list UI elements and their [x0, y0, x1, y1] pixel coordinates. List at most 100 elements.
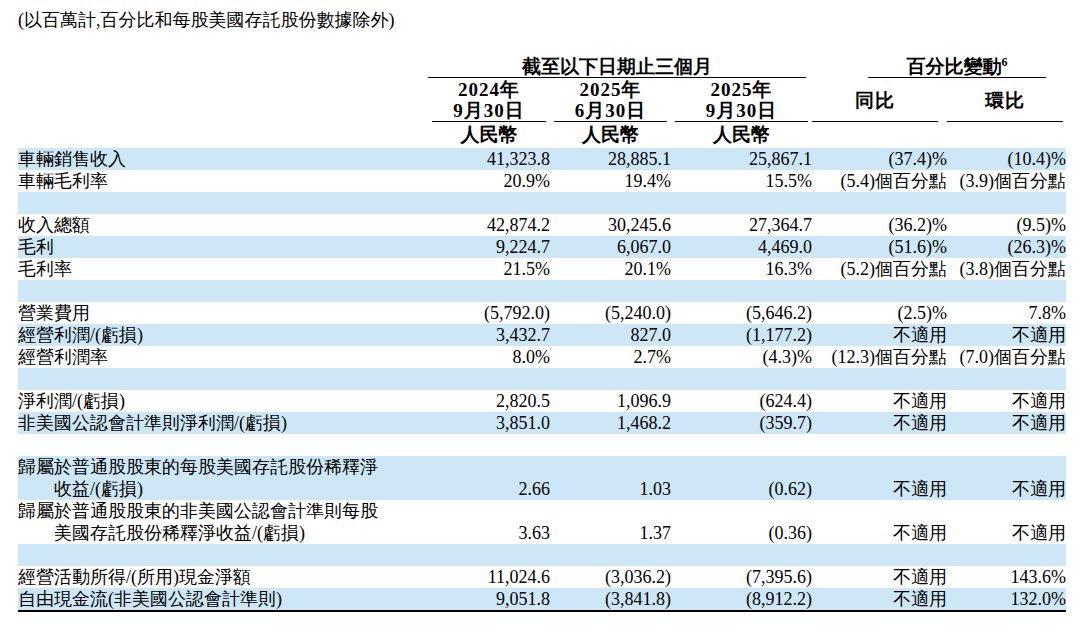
col-header-2025-09-30: 2025年 9月30日: [671, 78, 812, 122]
spacer-cell: [18, 544, 1066, 566]
value-cell: (5,646.2): [671, 302, 812, 324]
table-row: 歸屬於普通股股東的非美國公認會計準則每股美國存託股份稀釋淨收益/(虧損)3.63…: [18, 500, 1066, 544]
value-cell: (0.36): [671, 500, 812, 544]
group-header-spacer: [18, 52, 428, 78]
value-cell: (5,240.0): [550, 302, 671, 324]
value-cell: 21.5%: [428, 258, 550, 280]
row-label: 淨利潤/(虧損): [18, 390, 428, 412]
value-cell: 不適用: [947, 324, 1066, 346]
group-header-row: 截至以下日期止三個月 百分比變動6: [18, 52, 1066, 78]
row-label: 收入總額: [18, 214, 428, 236]
row-label: 經營利潤率: [18, 346, 428, 368]
value-cell: (4.3)%: [671, 346, 812, 368]
value-cell: 1.37: [550, 500, 671, 544]
financial-results-table: 截至以下日期止三個月 百分比變動6 2024年 9月30日: [18, 52, 1066, 612]
value-cell: (0.62): [671, 456, 812, 500]
row-label: 車輛銷售收入: [18, 148, 428, 170]
table-row: 經營利潤/(虧損)3,432.7827.0(1,177.2)不適用不適用: [18, 324, 1066, 346]
currency-spacer: [18, 122, 428, 148]
value-cell: 20.1%: [550, 258, 671, 280]
value-cell: (5,792.0): [428, 302, 550, 324]
value-cell: (51.6)%: [812, 236, 947, 258]
col-date: 9月30日: [675, 100, 808, 121]
table-row: 營業費用(5,792.0)(5,240.0)(5,646.2)(2.5)%7.8…: [18, 302, 1066, 324]
currency-label: 人民幣: [428, 122, 550, 148]
value-cell: (7,395.6): [671, 566, 812, 588]
value-cell: (5.4)個百分點: [812, 170, 947, 192]
row-label: 經營利潤/(虧損): [18, 324, 428, 346]
value-cell: (12.3)個百分點: [812, 346, 947, 368]
value-cell: 不適用: [812, 566, 947, 588]
value-cell: 不適用: [812, 500, 947, 544]
value-cell: 11,024.6: [428, 566, 550, 588]
value-cell: 1,096.9: [550, 390, 671, 412]
value-cell: 不適用: [812, 390, 947, 412]
value-cell: 不適用: [947, 412, 1066, 434]
row-label: 歸屬於普通股股東的非美國公認會計準則每股美國存託股份稀釋淨收益/(虧損): [18, 500, 428, 544]
currency-label: 人民幣: [671, 122, 812, 148]
table-row: 車輛毛利率20.9%19.4%15.5%(5.4)個百分點(3.9)個百分點: [18, 170, 1066, 192]
value-cell: 不適用: [812, 456, 947, 500]
value-cell: 不適用: [947, 456, 1066, 500]
value-cell: 42,874.2: [428, 214, 550, 236]
spacer-cell: [18, 368, 1066, 390]
table-row: 車輛銷售收入41,323.828,885.125,867.1(37.4)%(10…: [18, 148, 1066, 170]
value-cell: 1,468.2: [550, 412, 671, 434]
row-label: 毛利率: [18, 258, 428, 280]
units-note: (以百萬計,百分比和每股美國存託股份數據除外): [18, 8, 1066, 32]
row-label-line2: 收益/(虧損): [18, 478, 428, 500]
value-cell: 2,820.5: [428, 390, 550, 412]
row-label-line1: 歸屬於普通股股東的每股美國存託股份稀釋淨: [18, 456, 428, 478]
value-cell: 132.0%: [947, 588, 1066, 611]
value-cell: 28,885.1: [550, 148, 671, 170]
value-cell: (3,841.8): [550, 588, 671, 611]
value-cell: 3,432.7: [428, 324, 550, 346]
row-label: 自由現金流(非美國公認會計準則): [18, 588, 428, 611]
value-cell: (37.4)%: [812, 148, 947, 170]
value-cell: 3,851.0: [428, 412, 550, 434]
row-label: 營業費用: [18, 302, 428, 324]
table-row: 非美國公認會計準則淨利潤/(虧損)3,851.01,468.2(359.7)不適…: [18, 412, 1066, 434]
value-cell: 7.8%: [947, 302, 1066, 324]
value-cell: 30,245.6: [550, 214, 671, 236]
table-body: 車輛銷售收入41,323.828,885.125,867.1(37.4)%(10…: [18, 148, 1066, 611]
value-cell: 8.0%: [428, 346, 550, 368]
value-cell: 143.6%: [947, 566, 1066, 588]
spacer-row: [18, 192, 1066, 214]
value-cell: (7.0)個百分點: [947, 346, 1066, 368]
value-cell: (2.5)%: [812, 302, 947, 324]
value-cell: 9,051.8: [428, 588, 550, 611]
date-header-row: 2024年 9月30日 2025年 6月30日 2025年 9月30日: [18, 78, 1066, 122]
value-cell: 15.5%: [671, 170, 812, 192]
spacer-cell: [18, 192, 1066, 214]
table-row: 歸屬於普通股股東的每股美國存託股份稀釋淨收益/(虧損)2.661.03(0.62…: [18, 456, 1066, 500]
value-cell: 不適用: [812, 412, 947, 434]
row-label-line1: 歸屬於普通股股東的非美國公認會計準則每股: [18, 500, 428, 522]
table-row: 收入總額42,874.230,245.627,364.7(36.2)%(9.5)…: [18, 214, 1066, 236]
periods-group-header-cell: 截至以下日期止三個月: [428, 52, 812, 78]
col-header-2025-06-30: 2025年 6月30日: [550, 78, 671, 122]
periods-group-header: 截至以下日期止三個月: [428, 56, 806, 78]
spacer-row: [18, 280, 1066, 302]
currency-label: 人民幣: [550, 122, 671, 148]
row-label: 車輛毛利率: [18, 170, 428, 192]
spacer-cell: [18, 434, 1066, 456]
value-cell: (359.7): [671, 412, 812, 434]
col-year: 2025年: [554, 79, 667, 100]
value-cell: (26.3)%: [947, 236, 1066, 258]
row-label: 歸屬於普通股股東的每股美國存託股份稀釋淨收益/(虧損): [18, 456, 428, 500]
qoq-label: 環比: [985, 90, 1025, 111]
currency-spacer: [812, 122, 947, 148]
value-cell: (3,036.2): [550, 566, 671, 588]
yoy-label: 同比: [855, 90, 895, 111]
pct-change-group-header-cell: 百分比變動6: [812, 52, 1066, 78]
col-date: 6月30日: [554, 100, 667, 121]
col-date: 9月30日: [432, 100, 546, 121]
table-row: 毛利率21.5%20.1%16.3%(5.2)個百分點(3.8)個百分點: [18, 258, 1066, 280]
value-cell: 2.7%: [550, 346, 671, 368]
value-cell: 6,067.0: [550, 236, 671, 258]
spacer-row: [18, 368, 1066, 390]
date-header-spacer: [18, 78, 428, 122]
value-cell: (36.2)%: [812, 214, 947, 236]
currency-header-row: 人民幣 人民幣 人民幣: [18, 122, 1066, 148]
